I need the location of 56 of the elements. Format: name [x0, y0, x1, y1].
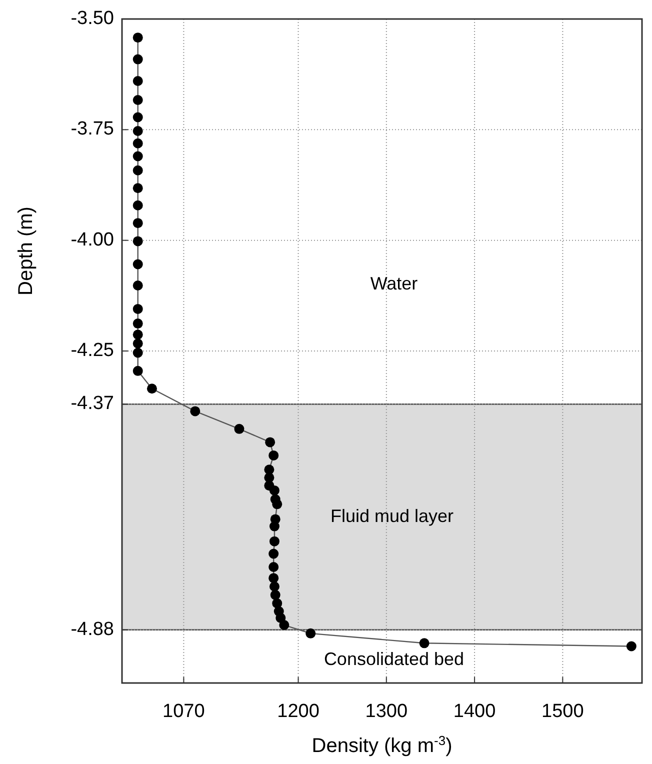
point — [270, 590, 280, 600]
point — [190, 406, 200, 416]
point — [132, 236, 143, 246]
point — [132, 126, 143, 136]
point — [306, 628, 316, 638]
point — [234, 424, 244, 434]
x-axis-title: Density (kg m$^{-3}$) — [312, 732, 452, 757]
point — [132, 304, 143, 314]
y-tick-label: -3.50 — [70, 8, 114, 30]
point — [132, 95, 143, 106]
point — [268, 450, 279, 460]
x-tick-label: 1400 — [453, 701, 496, 722]
point — [146, 384, 157, 394]
point — [268, 573, 279, 584]
point — [132, 318, 143, 329]
y-tick-label: -4.25 — [70, 340, 114, 362]
point — [132, 138, 143, 148]
point — [132, 183, 143, 194]
point — [268, 548, 279, 559]
point — [132, 151, 143, 162]
point — [272, 499, 282, 510]
point — [265, 437, 276, 448]
y-tick-label: -4.37 — [70, 393, 114, 414]
point — [132, 165, 143, 176]
point — [279, 620, 290, 630]
point — [626, 641, 636, 652]
point — [132, 259, 143, 270]
point — [269, 485, 280, 496]
point — [132, 76, 143, 86]
y-tick-label: -4.88 — [70, 618, 114, 640]
point — [132, 112, 143, 122]
point — [132, 218, 143, 228]
x-tick-label: 1070 — [162, 701, 205, 722]
x-tick-label: 1300 — [365, 701, 408, 722]
point — [132, 330, 143, 340]
y-tick-label: -3.75 — [70, 118, 114, 140]
point — [419, 638, 430, 648]
point — [272, 598, 282, 608]
point — [268, 562, 279, 572]
point — [132, 200, 143, 210]
point — [269, 582, 280, 592]
point — [132, 366, 143, 376]
point — [269, 521, 280, 532]
point — [132, 348, 143, 358]
annotation: Consolidated bed — [324, 649, 464, 670]
point — [132, 338, 143, 348]
band-label: Fluid mud layer — [330, 506, 454, 526]
x-tick-label: 1500 — [542, 701, 584, 722]
point — [132, 280, 143, 290]
x-tick-label: 1200 — [277, 701, 320, 722]
y-tick-label: -4.00 — [70, 229, 114, 250]
y-axis-title: Depth (m) — [15, 206, 37, 296]
point — [132, 54, 143, 64]
annotation: Water — [370, 273, 418, 294]
point — [132, 32, 143, 43]
point — [269, 536, 280, 546]
